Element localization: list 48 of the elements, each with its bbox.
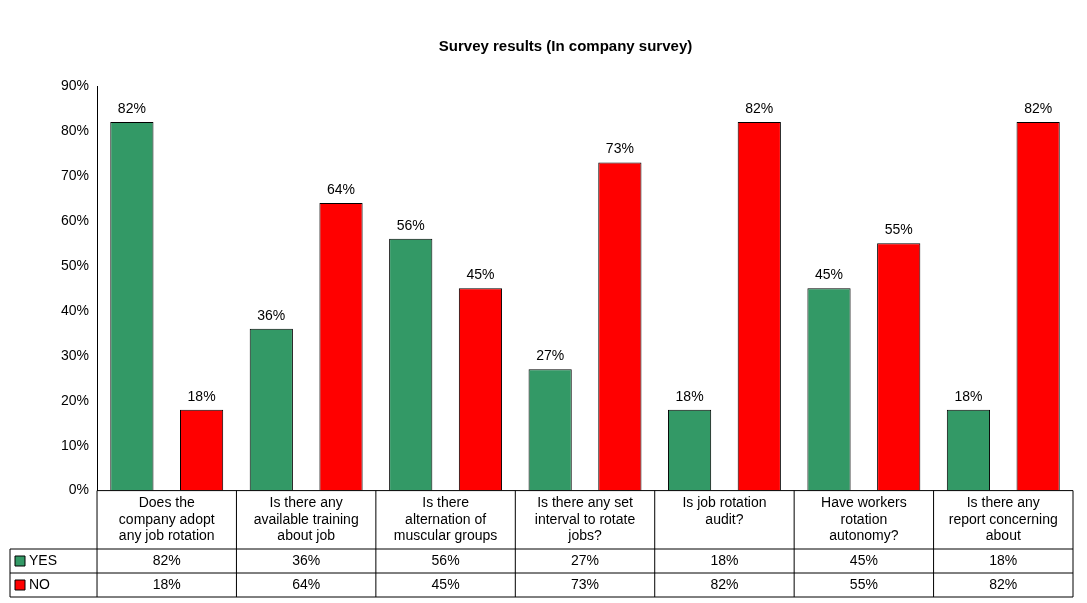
data-label: 73% — [570, 575, 600, 592]
data-label: 18% — [152, 575, 181, 592]
y-tick-label: 90% — [60, 76, 90, 93]
data-label: 27% — [570, 551, 600, 568]
text: 82% — [745, 99, 774, 116]
data-label: 45% — [431, 575, 460, 592]
y-tick-label: 20% — [60, 391, 90, 408]
y-tick-label: 80% — [60, 121, 90, 138]
text: 18% — [187, 387, 216, 404]
y-tick-label: 30% — [60, 346, 90, 363]
text: 82% — [1024, 99, 1053, 116]
x-tick-label: Is there alternation of muscular groups — [393, 493, 498, 544]
x-tick-label: Have workers rotation autonomy? — [821, 493, 907, 544]
data-label: 18% — [710, 551, 739, 568]
text: 45% — [814, 266, 844, 283]
y-tick-label: 10% — [60, 436, 90, 453]
x-tick-label: Is there any report concerning about — [948, 493, 1058, 544]
data-label: 18% — [989, 551, 1018, 568]
data-label: 45% — [849, 551, 878, 568]
y-tick-label: 0% — [68, 481, 90, 498]
text: 55% — [884, 221, 913, 238]
legend-label: YES — [29, 551, 58, 568]
legend-label: NO — [29, 575, 51, 592]
text: 36% — [257, 306, 286, 323]
text: 18% — [675, 387, 704, 404]
text: 82% — [117, 99, 146, 116]
data-label: 55% — [849, 575, 878, 592]
y-tick-label: 70% — [60, 166, 90, 183]
chart-title: Survey results (In company survey) — [438, 37, 693, 55]
x-tick-label: Is there any available training about job — [253, 493, 359, 544]
y-tick-label: 40% — [60, 301, 90, 318]
data-label: 82% — [152, 551, 181, 568]
data-label: 82% — [989, 575, 1018, 592]
text: 64% — [327, 180, 356, 197]
y-tick-label: 60% — [60, 211, 90, 228]
x-tick-label: Does the company adopt any job rotation — [118, 493, 215, 544]
x-tick-label: Is job rotation audit? — [682, 493, 767, 527]
y-tick-label: 50% — [60, 256, 90, 273]
text: 27% — [536, 347, 565, 364]
data-label: 36% — [292, 551, 321, 568]
x-tick-label: Is there any set interval to rotate jobs? — [534, 493, 636, 544]
data-label: 82% — [710, 575, 739, 592]
data-label: 64% — [292, 575, 321, 592]
text: 18% — [954, 387, 983, 404]
data-label: 56% — [431, 551, 460, 568]
text: 45% — [466, 266, 495, 283]
text: 73% — [605, 140, 634, 157]
text: 56% — [396, 216, 425, 233]
